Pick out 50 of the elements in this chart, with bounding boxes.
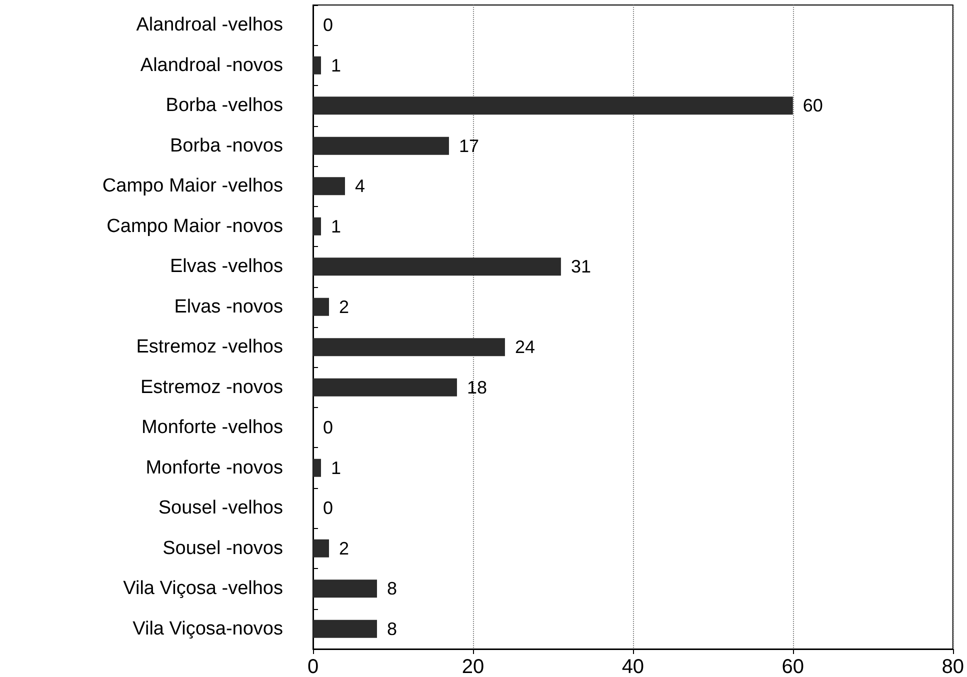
y-tick-label: Elvas -velhos: [170, 256, 283, 278]
bar: [313, 177, 345, 196]
data-label: 17: [458, 136, 480, 156]
x-tick-label: 20: [462, 656, 484, 677]
data-label: 0: [323, 498, 334, 518]
data-label: 4: [354, 176, 366, 196]
y-tick-label: Campo Maior -velhos: [102, 176, 283, 197]
bar: [313, 378, 457, 396]
y-tick-label: Estremoz -velhos: [136, 336, 283, 358]
data-label: 8: [386, 578, 398, 599]
data-label: 1: [331, 458, 342, 478]
data-label: 2: [338, 296, 350, 317]
data-label: 8: [386, 618, 398, 639]
y-tick-label: Alandroal -novos: [140, 54, 283, 76]
y-tick-label: Estremoz -novos: [140, 376, 283, 398]
data-label: 18: [466, 377, 488, 398]
y-tick-label: Sousel -novos: [162, 538, 283, 559]
x-tick-label: 60: [782, 656, 804, 677]
data-label: 1: [331, 55, 342, 76]
y-tick-label: Campo Maior -novos: [106, 216, 283, 237]
y-tick-label: Monforte -velhos: [141, 417, 283, 438]
y-tick-label: Sousel -velhos: [158, 498, 283, 519]
data-label: 0: [323, 15, 334, 36]
bar: [313, 96, 793, 115]
data-label: 2: [338, 538, 350, 558]
bar: [313, 338, 505, 356]
bar: [313, 620, 377, 638]
y-tick-label: Alandroal -velhos: [136, 14, 283, 36]
bar: [313, 298, 329, 316]
y-tick-label: Monforte -novos: [146, 457, 283, 478]
bar: [313, 458, 321, 477]
bar: [313, 258, 561, 276]
bar: [313, 136, 449, 155]
bar: [313, 56, 321, 74]
y-tick-label: Borba -velhos: [166, 95, 283, 116]
y-tick-label: Vila Viçosa -velhos: [123, 578, 283, 600]
y-tick-label: Borba -novos: [170, 135, 283, 156]
data-label: 0: [323, 418, 334, 438]
bar: [313, 580, 377, 598]
x-tick-label: 40: [622, 656, 644, 677]
y-tick-label: Vila Viçosa-novos: [132, 618, 283, 640]
data-label: 31: [570, 256, 591, 277]
bar: [313, 539, 329, 558]
y-tick-label: Elvas -novos: [174, 296, 283, 318]
x-tick-label: 0: [307, 656, 319, 677]
data-label: 24: [514, 337, 535, 358]
data-label: 1: [331, 216, 342, 236]
x-tick-label: 80: [942, 656, 964, 677]
data-label: 60: [802, 96, 823, 116]
bar: [313, 217, 321, 236]
